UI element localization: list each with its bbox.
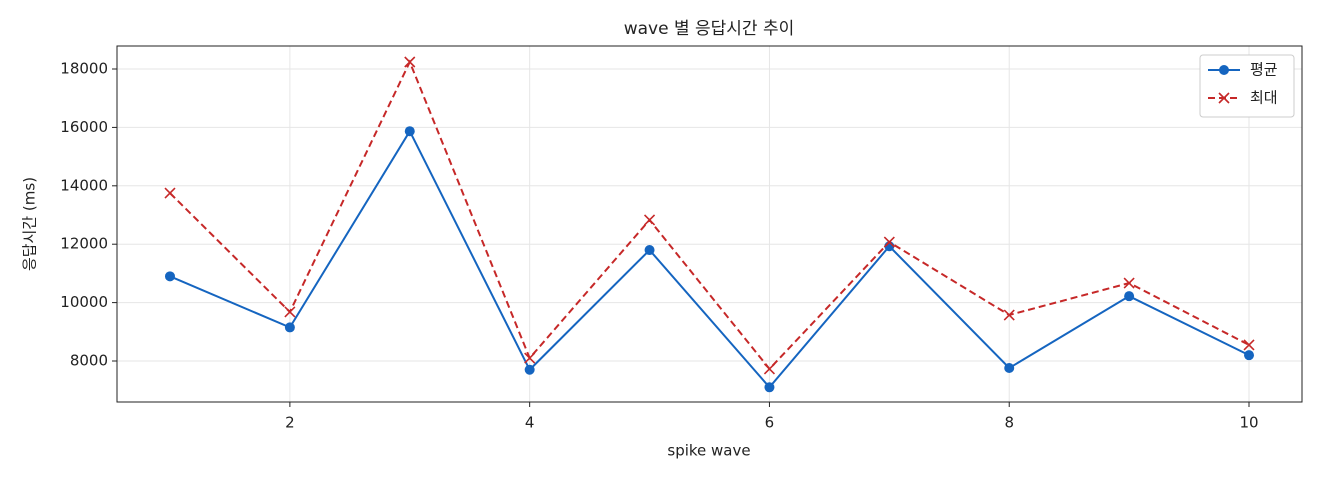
marker [763,363,776,375]
marker [284,306,296,318]
y-tick-label: 12000 [60,235,108,253]
y-tick-label: 18000 [60,60,108,78]
marker [1218,92,1230,104]
series-line [169,129,1250,389]
marker [1123,277,1135,289]
marker [1004,363,1015,374]
marker [1003,309,1015,321]
x-tick-label: 6 [765,414,775,432]
x-tick-label: 2 [285,414,295,432]
legend-box [1199,54,1295,118]
marker [1219,65,1229,75]
series-line [169,59,1250,371]
marker [284,322,295,333]
marker [883,236,895,248]
marker [644,245,655,256]
y-tick-label: 8000 [70,352,108,370]
marker [1243,339,1255,351]
chart-title: wave 별 응답시간 추이 [624,19,795,39]
marker [164,187,176,199]
marker [524,364,535,375]
marker [404,126,415,137]
marker [643,214,656,226]
marker [764,382,775,393]
y-tick-label: 16000 [60,118,108,136]
y-tick-label: 10000 [60,293,108,311]
y-axis-label: 응답시간 (ms) [21,177,39,271]
x-axis-label: spike wave [667,442,750,460]
marker [404,56,416,68]
marker [524,352,536,364]
legend-label: 최대 [1250,89,1278,107]
plot-frame [116,45,1303,403]
legend-label: 평균 [1250,61,1278,79]
y-tick-label: 14000 [60,176,108,194]
x-tick-label: 4 [525,414,535,432]
x-tick-label: 8 [1004,414,1014,432]
marker [1244,350,1255,361]
marker [1124,291,1135,302]
x-tick-label: 10 [1239,414,1258,432]
marker [164,271,175,282]
